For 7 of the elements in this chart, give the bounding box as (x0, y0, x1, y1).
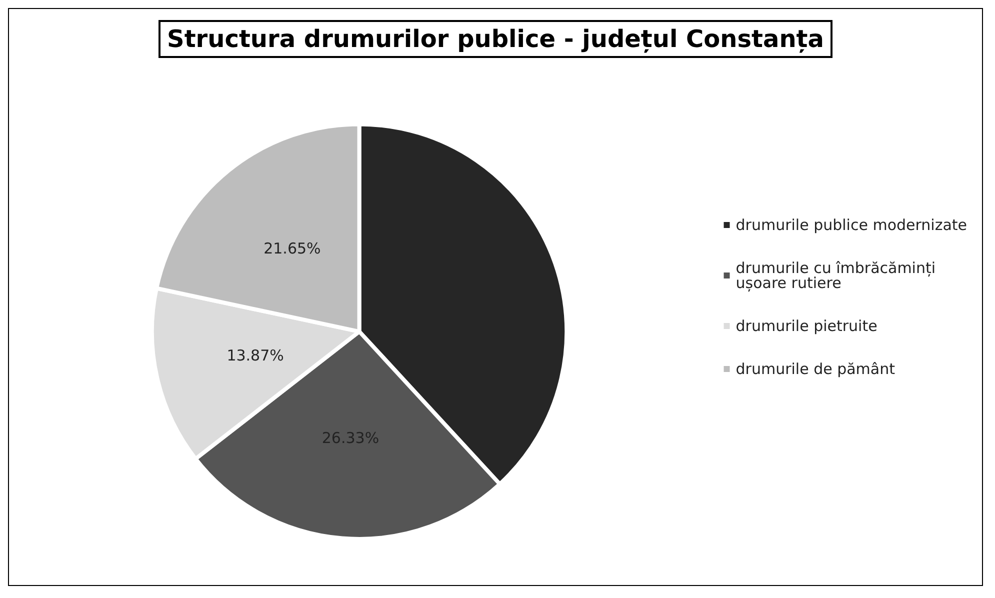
data-label: 21.65% (264, 240, 321, 258)
legend-label: drumurile cu îmbrăcăminți ușoare rutiere (736, 259, 940, 292)
legend-label: drumurile publice modernizate (736, 216, 967, 234)
data-label: 13.87% (226, 346, 284, 364)
legend-label: drumurile de pământ (736, 360, 896, 378)
legend-label: drumurile pietruite (736, 317, 878, 335)
chart-title: Structura drumurilor publice - județul Constanța (167, 25, 824, 53)
